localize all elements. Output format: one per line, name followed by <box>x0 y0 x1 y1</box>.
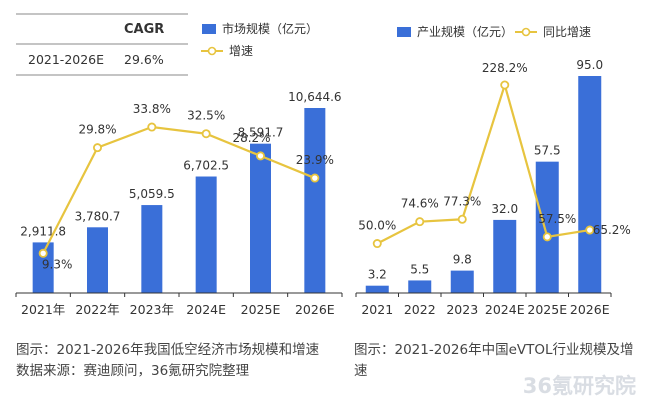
bar-1-4 <box>535 161 559 293</box>
growth-point-1-0 <box>372 239 382 249</box>
legend-swatch-0-bar <box>202 24 216 34</box>
legend-marker-1-line <box>521 27 531 37</box>
bar-label-0-0: 2,911.8 <box>20 224 66 238</box>
growth-line-1 <box>376 81 590 245</box>
bar-label-1-1: 5.5 <box>410 262 429 276</box>
growth-label-1-1: 74.6% <box>401 197 439 211</box>
legend-marker-0-line <box>207 46 217 56</box>
bar-label-0-3: 6,702.5 <box>183 159 229 173</box>
growth-point-1-3 <box>500 80 510 90</box>
growth-point-1-4 <box>542 232 552 242</box>
left-chart-caption: 图示：2021-2026年我国低空经济市场规模和增速 <box>16 342 320 358</box>
bar-label-0-2: 5,059.5 <box>129 187 175 201</box>
legend: 市场规模（亿元） 增速 <box>201 21 318 58</box>
bar-1-2 <box>450 270 474 293</box>
bar-1-3 <box>493 219 517 293</box>
bar-label-0-1: 3,780.7 <box>75 209 121 223</box>
legend-label-0-line: 增速 <box>229 44 253 58</box>
cagr-header: CAGR <box>124 22 164 37</box>
bar-0-4 <box>250 143 271 293</box>
left-chart-source: 数据来源：赛迪顾问，36氪研究院整理 <box>16 363 250 379</box>
x-tick-label-1-3: 2024E <box>485 302 525 317</box>
growth-label-1-3: 228.2% <box>482 61 528 75</box>
bar-0-3 <box>195 176 217 293</box>
growth-point-0-3 <box>201 129 211 139</box>
bar-label-1-0: 3.2 <box>368 268 387 282</box>
x-tick-label-1-1: 2022 <box>404 302 436 317</box>
x-tick-label-0-0: 2021年 <box>21 302 65 317</box>
cagr-period: 2021-2026E <box>28 52 104 67</box>
growth-point-0-0 <box>38 248 48 258</box>
growth-point-0-5 <box>310 173 320 183</box>
growth-label-0-1: 29.8% <box>78 123 116 137</box>
x-tick-label-1-4: 2025E <box>527 302 567 317</box>
growth-label-0-0: 9.3% <box>42 257 73 271</box>
growth-point-1-1 <box>415 217 425 227</box>
growth-point-1-2 <box>457 214 467 224</box>
x-tick-label-1-2: 2023 <box>446 302 478 317</box>
growth-point-0-4 <box>255 151 265 161</box>
growth-point-0-1 <box>93 143 103 153</box>
growth-label-0-3: 32.5% <box>187 109 225 123</box>
growth-line-0 <box>42 125 316 254</box>
bar-label-0-5: 10,644.6 <box>288 90 341 104</box>
x-tick-label-0-5: 2026E <box>295 302 335 317</box>
bar-1-0 <box>365 285 389 293</box>
bar-label-1-2: 9.8 <box>453 253 472 267</box>
left-chart-caption-block: 图示：2021-2026年我国低空经济市场规模和增速 数据来源：赛迪顾问，36氪… <box>16 340 336 382</box>
bar-0-2 <box>141 205 163 293</box>
x-tick-label-0-1: 2022年 <box>75 302 119 317</box>
watermark-logo: 36氪研究院 <box>522 374 636 398</box>
growth-label-1-0: 50.0% <box>358 219 396 233</box>
bar-1-5 <box>578 76 602 293</box>
x-tick-label-0-3: 2024E <box>186 302 226 317</box>
x-tick-label-1-0: 2021 <box>361 302 393 317</box>
growth-label-0-2: 33.8% <box>133 102 171 116</box>
bar-label-0-4: 8,591.7 <box>238 126 284 140</box>
growth-point-0-2 <box>147 122 157 132</box>
growth-label-1-5: 65.2% <box>593 223 631 237</box>
x-tick-label-1-5: 2026E <box>570 302 610 317</box>
bar-0-5 <box>304 108 326 293</box>
bar-label-1-5: 95.0 <box>576 58 603 72</box>
growth-label-0-4: 28.2% <box>232 131 270 145</box>
legend-label-0-bar: 市场规模（亿元） <box>222 21 318 36</box>
legend-label-1-line: 同比增速 <box>543 25 591 39</box>
legend: 产业规模（亿元） 同比增速 <box>397 24 591 39</box>
growth-label-1-4: 57.5% <box>538 212 576 226</box>
growth-label-0-5: 23.9% <box>296 153 334 167</box>
legend-swatch-1-bar <box>397 27 411 37</box>
evtol-industry-chart: 产业规模（亿元） 同比增速 3.2 5.5 9.8 32.0 57.5 95.0 2021 202… <box>355 24 631 317</box>
cagr-table: CAGR 2021-2026E 29.6% <box>16 13 188 76</box>
bar-0-1 <box>87 227 108 293</box>
bar-label-1-4: 57.5 <box>534 144 561 158</box>
bar-label-1-3: 32.0 <box>491 202 518 216</box>
growth-label-1-2: 77.3% <box>443 194 481 208</box>
market-size-chart: 市场规模（亿元） 增速 2,911.8 3,780.7 5,059.5 6,702.5 8,… <box>15 21 343 317</box>
growth-point-1-5 <box>585 225 595 235</box>
right-chart-caption: 图示：2021-2026年中国eVTOL行业规模及增速 <box>354 342 634 379</box>
legend-label-1-bar: 产业规模（亿元） <box>417 24 513 39</box>
cagr-value: 29.6% <box>124 52 164 67</box>
bar-0-0 <box>32 242 54 293</box>
x-tick-label-0-2: 2023年 <box>130 302 174 317</box>
bar-1-1 <box>408 280 432 293</box>
x-tick-label-0-4: 2025E <box>241 302 281 317</box>
